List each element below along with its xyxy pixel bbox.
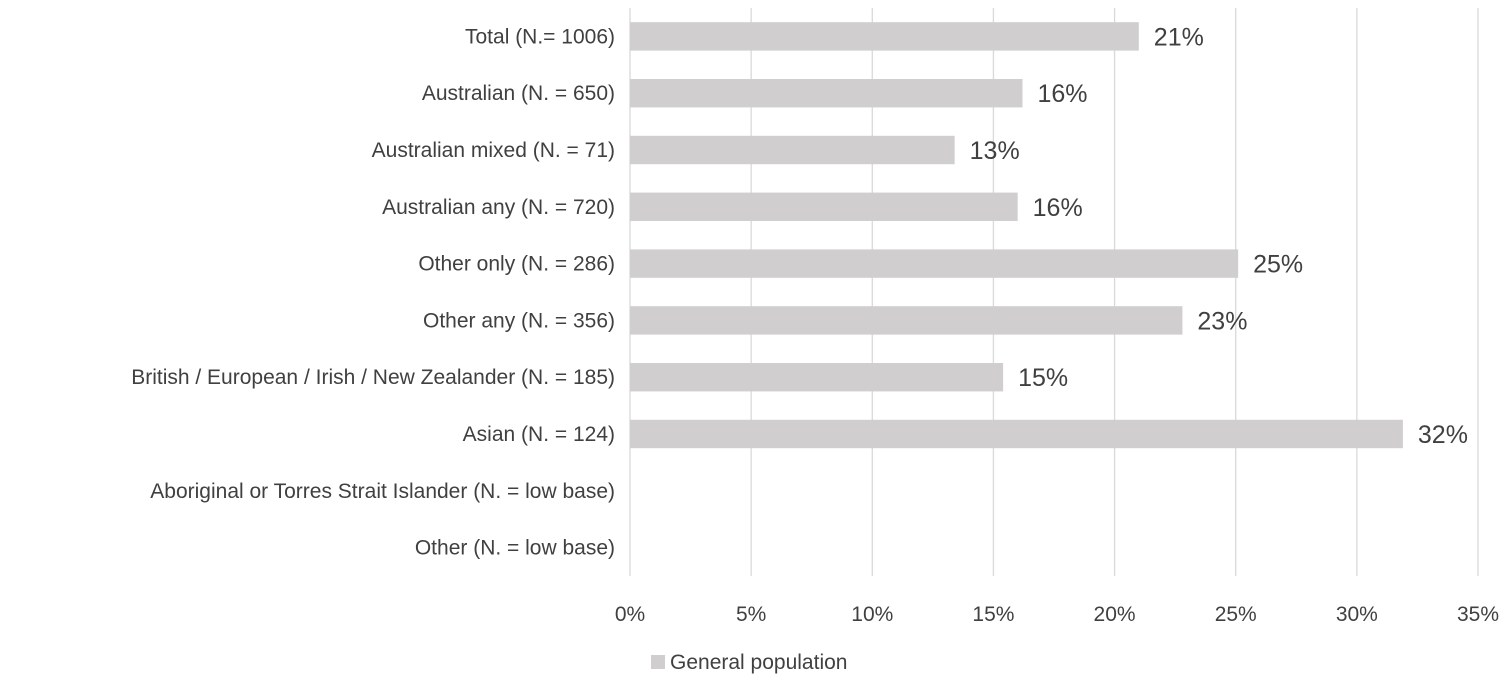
category-label: Total (N.= 1006) — [465, 25, 615, 48]
x-tick-label: 30% — [1336, 603, 1378, 626]
category-label: British / European / Irish / New Zealand… — [131, 366, 615, 389]
x-tick-label: 35% — [1457, 603, 1499, 626]
legend-label: General population — [670, 651, 847, 674]
category-label: Other any (N. = 356) — [423, 309, 615, 332]
bar — [630, 419, 1403, 449]
data-label: 25% — [1253, 251, 1303, 279]
bar — [630, 306, 1183, 335]
category-label: Australian mixed (N. = 71) — [372, 139, 615, 162]
category-label: Other (N. = low base) — [415, 537, 615, 560]
category-label: Australian any (N. = 720) — [382, 196, 615, 219]
data-labels: 21% 16% 13% 16% 25%23% 15% 32% — [970, 23, 1468, 449]
category-labels: Total (N.= 1006) Australian (N. = 650) Aus… — [131, 25, 615, 559]
category-label: Aboriginal or Torres Strait Islander (N.… — [150, 480, 615, 503]
x-tick-label: 5% — [736, 603, 766, 626]
x-axis-tick-labels: 0% 5% 10% 15% 20% 25% 30% 35% — [615, 603, 1499, 626]
x-tick-label: 20% — [1094, 603, 1136, 626]
x-tick-label: 15% — [972, 603, 1014, 626]
x-tick-label: 10% — [851, 603, 893, 626]
data-label: 15% — [1018, 364, 1068, 392]
x-tick-label: 25% — [1215, 603, 1257, 626]
bar — [630, 192, 1018, 221]
legend: General population — [651, 651, 847, 674]
data-label: 16% — [1038, 80, 1088, 108]
data-label: 21% — [1154, 23, 1204, 51]
data-label: 23% — [1197, 307, 1247, 335]
bar — [630, 249, 1239, 278]
data-label: 13% — [970, 137, 1020, 165]
legend-swatch — [651, 655, 665, 669]
bar — [630, 22, 1139, 51]
category-label: Asian (N. = 124) — [463, 423, 615, 446]
category-label: Other only (N. = 286) — [418, 253, 615, 276]
x-tick-label: 0% — [615, 603, 645, 626]
bar — [630, 363, 1004, 392]
data-label: 32% — [1418, 421, 1468, 449]
bar — [630, 135, 955, 165]
category-label: Australian (N. = 650) — [422, 82, 615, 105]
data-label: 16% — [1033, 194, 1083, 222]
bars — [630, 22, 1403, 449]
bar — [630, 79, 1023, 108]
